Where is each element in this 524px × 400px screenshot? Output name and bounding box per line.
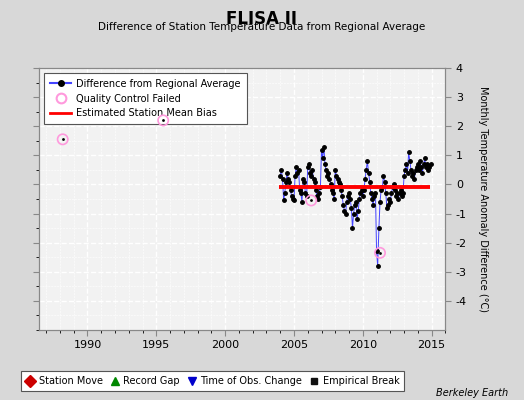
Point xyxy=(159,117,167,124)
Point xyxy=(59,136,67,142)
Point xyxy=(307,197,315,204)
Text: FLISA II: FLISA II xyxy=(226,10,298,28)
Y-axis label: Monthly Temperature Anomaly Difference (°C): Monthly Temperature Anomaly Difference (… xyxy=(478,86,488,312)
Point xyxy=(307,197,315,204)
Legend: Difference from Regional Average, Quality Control Failed, Estimated Station Mean: Difference from Regional Average, Qualit… xyxy=(44,73,247,124)
Legend: Station Move, Record Gap, Time of Obs. Change, Empirical Break: Station Move, Record Gap, Time of Obs. C… xyxy=(20,372,405,391)
Point xyxy=(376,250,384,256)
Point xyxy=(159,117,167,124)
Text: Berkeley Earth: Berkeley Earth xyxy=(436,388,508,398)
Text: Difference of Station Temperature Data from Regional Average: Difference of Station Temperature Data f… xyxy=(99,22,425,32)
Point xyxy=(376,250,384,256)
Point xyxy=(59,136,67,142)
